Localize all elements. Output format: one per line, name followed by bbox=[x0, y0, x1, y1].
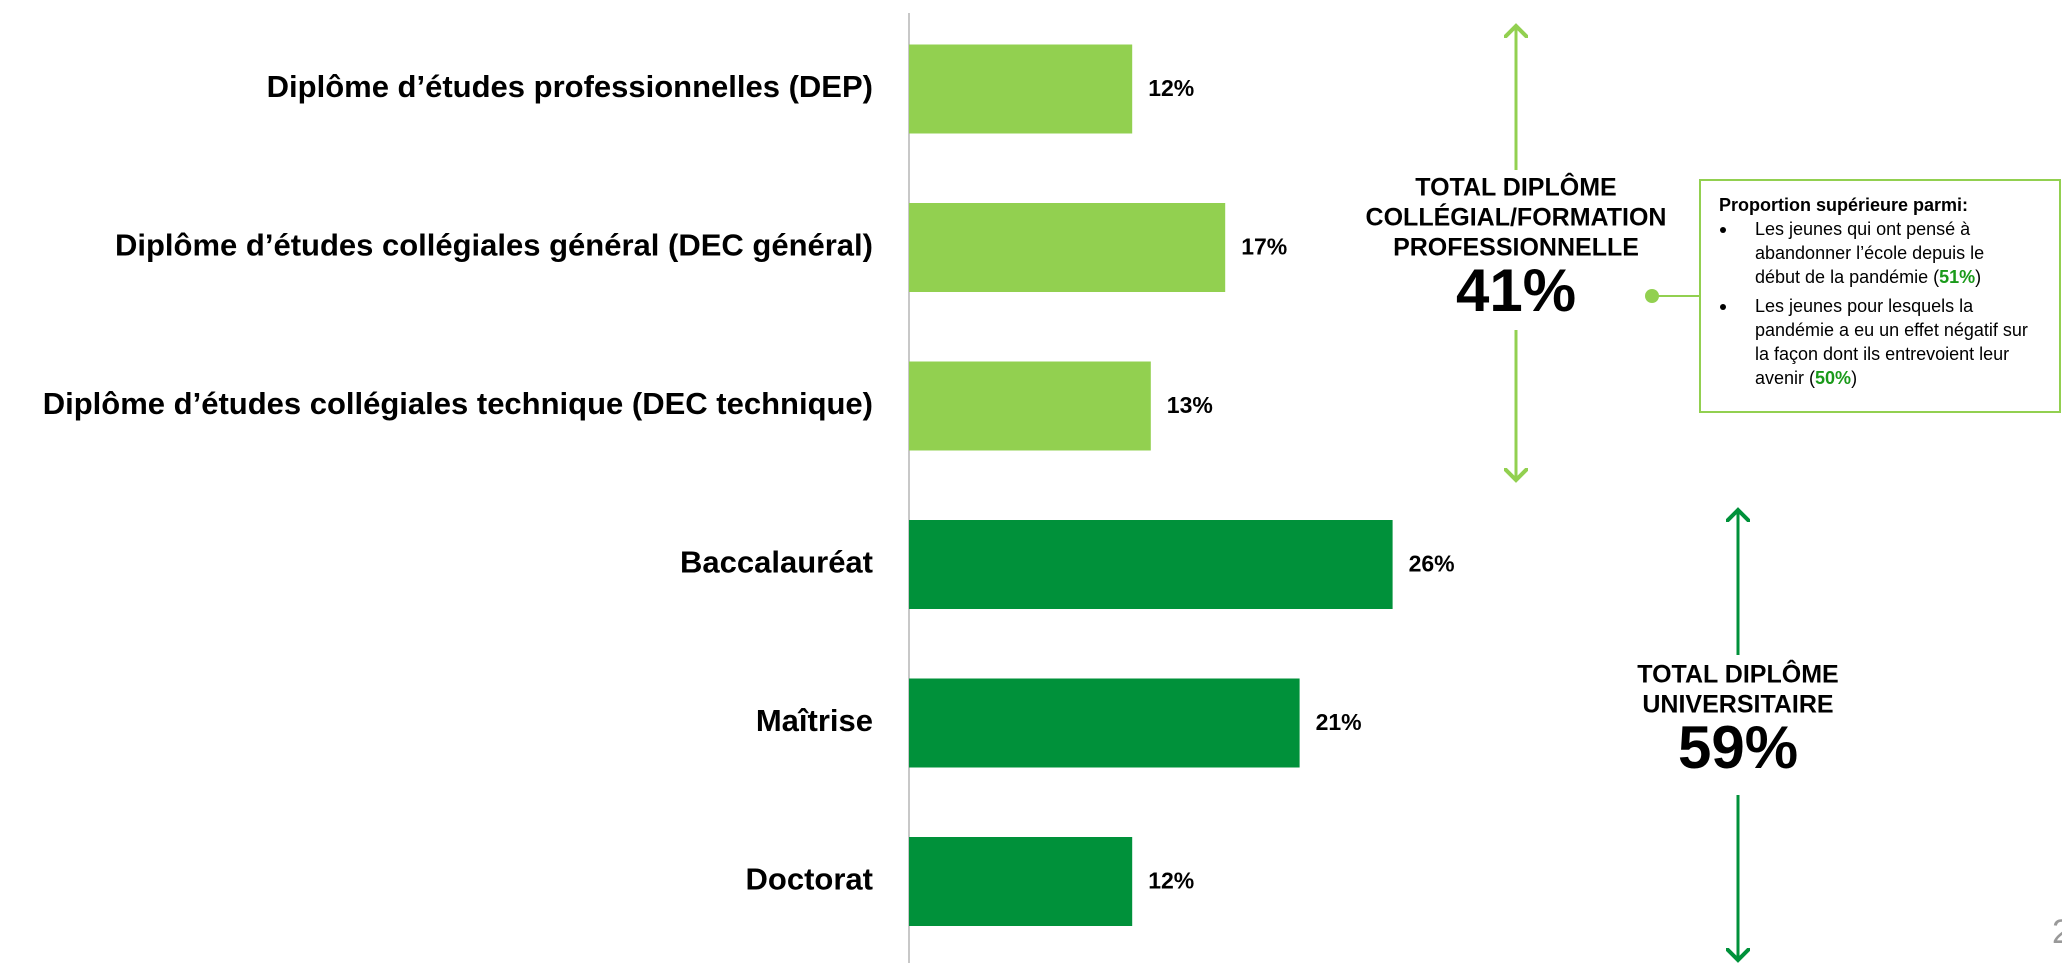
value-label: 13% bbox=[1167, 392, 1213, 418]
callout-line: pandémie a eu un effet négatif sur bbox=[1755, 320, 2028, 340]
bullet bbox=[1720, 304, 1726, 310]
callout-line: Les jeunes qui ont pensé à bbox=[1755, 219, 1971, 239]
group-title: UNIVERSITAIRE bbox=[1642, 691, 1833, 719]
group-title: TOTAL DIPLÔME bbox=[1415, 172, 1616, 202]
value-label: 26% bbox=[1409, 551, 1455, 577]
callout-line: Les jeunes pour lesquels la bbox=[1755, 296, 1974, 316]
value-label: 17% bbox=[1241, 234, 1287, 260]
group-title: COLLÉGIAL/FORMATION bbox=[1366, 203, 1667, 232]
category-label: Diplôme d’études collégiales technique (… bbox=[43, 386, 873, 421]
group-total: 41% bbox=[1456, 257, 1576, 324]
callout-line: abandonner l’école depuis le bbox=[1755, 243, 1984, 263]
category-label: Maîtrise bbox=[756, 703, 873, 738]
value-label: 21% bbox=[1316, 709, 1362, 735]
value-label: 12% bbox=[1148, 868, 1194, 894]
category-label: Doctorat bbox=[746, 862, 873, 897]
bar bbox=[909, 44, 1133, 134]
callout-highlight: 50% bbox=[1815, 368, 1851, 388]
bar bbox=[909, 203, 1226, 292]
callout-box bbox=[1699, 179, 2061, 413]
bar bbox=[909, 361, 1151, 451]
page-number: 2 bbox=[2052, 913, 2062, 951]
callout-highlight: 51% bbox=[1939, 267, 1975, 287]
bar bbox=[909, 837, 1133, 926]
callout-line: avenir (50%) bbox=[1755, 368, 1857, 388]
bullet bbox=[1720, 227, 1726, 233]
category-label: Diplôme d’études collégiales général (DE… bbox=[115, 228, 873, 263]
category-label: Diplôme d’études professionnelles (DEP) bbox=[267, 69, 873, 104]
value-label: 12% bbox=[1148, 75, 1194, 101]
bar bbox=[909, 520, 1393, 609]
group-total: 59% bbox=[1678, 714, 1798, 781]
group-title: TOTAL DIPLÔME bbox=[1637, 659, 1838, 689]
group-title: PROFESSIONNELLE bbox=[1393, 234, 1639, 262]
callout-text: avenir ( bbox=[1755, 368, 1815, 388]
callout-title: Proportion supérieure parmi: bbox=[1719, 195, 1968, 215]
callout-line: début de la pandémie (51%) bbox=[1755, 267, 1981, 287]
callout-text: début de la pandémie ( bbox=[1755, 267, 1939, 287]
bar bbox=[909, 678, 1300, 768]
callout-line: la façon dont ils entrevoient leur bbox=[1755, 344, 2009, 364]
callout-text: ) bbox=[1975, 267, 1981, 287]
callout-text: ) bbox=[1851, 368, 1857, 388]
category-label: Baccalauréat bbox=[680, 545, 873, 580]
